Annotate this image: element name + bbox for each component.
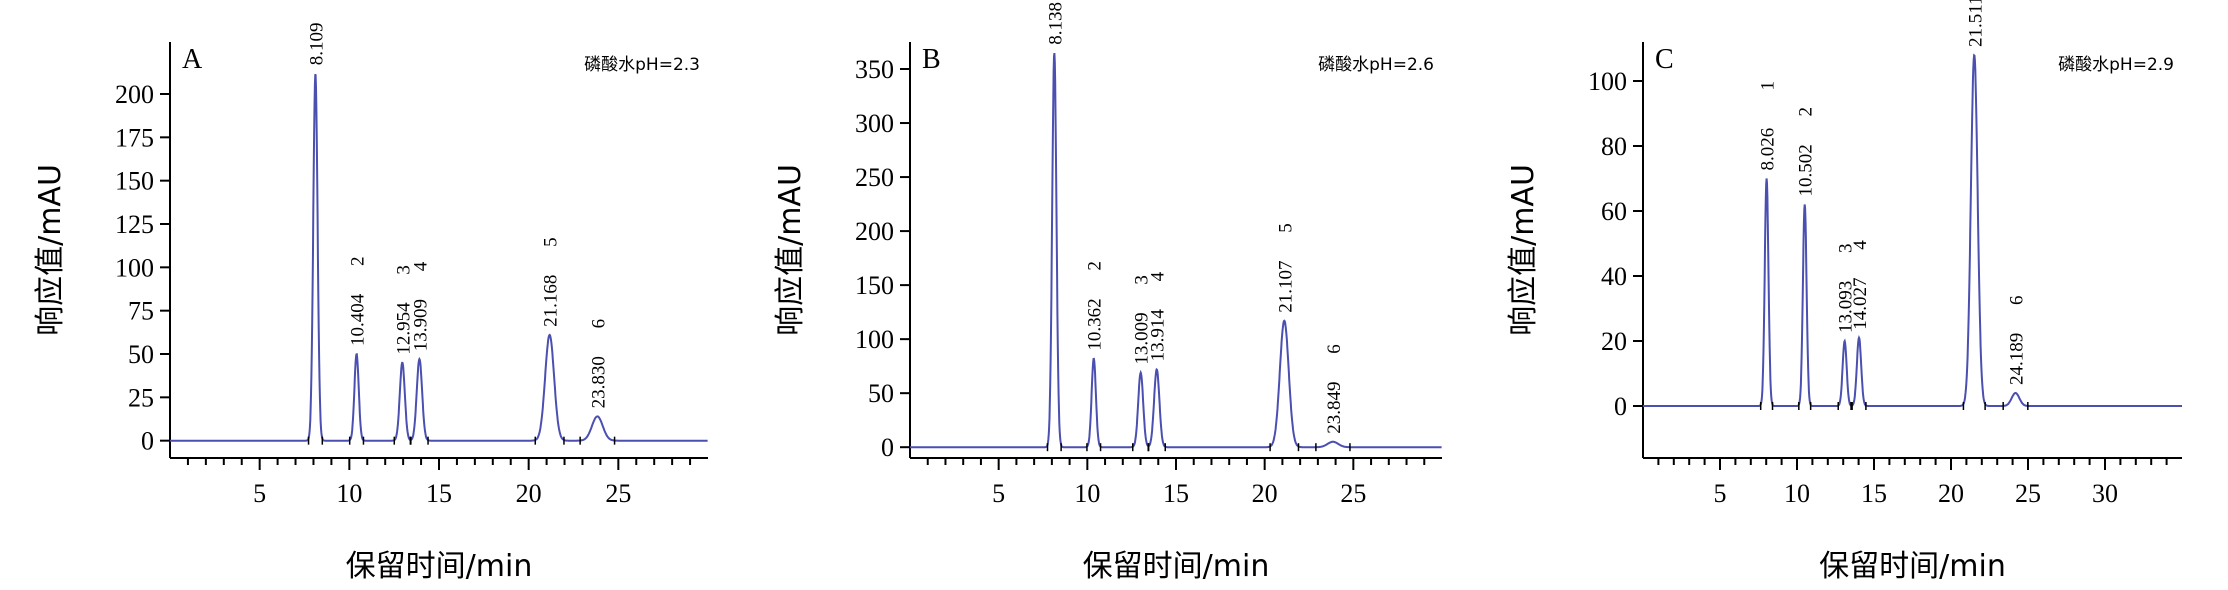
y-axis-title: 响应值/mAU — [773, 164, 808, 336]
peak-retention-label: 21.511 — [1965, 0, 1986, 47]
peak-number-label: 4 — [1148, 271, 1169, 281]
y-tick-label: 20 — [1601, 327, 1627, 356]
mobile-phase-condition: 磷酸水pH=2.6 — [1318, 55, 1434, 75]
x-tick-label: 25 — [605, 479, 631, 508]
y-tick-label: 100 — [855, 325, 894, 354]
y-tick-label: 200 — [855, 217, 894, 246]
peak-number-label: 5 — [541, 237, 562, 247]
peak-retention-label: 23.830 — [588, 356, 609, 408]
y-tick-label: 300 — [855, 109, 894, 138]
x-tick-label: 15 — [1861, 479, 1887, 508]
x-axis-title: 保留时间/min — [1819, 549, 2006, 584]
y-tick-label: 125 — [115, 210, 154, 239]
x-axis-title: 保留时间/min — [346, 549, 533, 584]
peak-retention-label: 13.914 — [1148, 309, 1169, 362]
x-tick-label: 25 — [2015, 479, 2041, 508]
peak-number-label: 2 — [1796, 107, 1817, 117]
y-tick-label: 350 — [855, 55, 894, 84]
y-tick-label: 40 — [1601, 262, 1627, 291]
mobile-phase-condition: 磷酸水pH=2.3 — [584, 55, 700, 75]
peak-number-label: 3 — [1132, 275, 1153, 285]
x-tick-label: 5 — [1714, 479, 1727, 508]
x-tick-label: 30 — [2092, 479, 2118, 508]
peak-retention-label: 8.138 — [1045, 2, 1066, 45]
peak-number-label: 6 — [1324, 344, 1345, 354]
panel-letter: B — [922, 44, 941, 75]
peak-number-label: 3 — [393, 265, 414, 275]
x-tick-label: 5 — [992, 479, 1005, 508]
x-tick-label: 15 — [1163, 479, 1189, 508]
peak-retention-label: 14.027 — [1850, 278, 1871, 330]
x-tick-label: 20 — [1938, 479, 1964, 508]
y-tick-label: 50 — [128, 340, 154, 369]
peak-retention-label: 13.009 — [1132, 312, 1153, 364]
peak-number-label: 3 — [1836, 244, 1857, 254]
peak-number-label: 6 — [2007, 296, 2028, 306]
x-tick-label: 5 — [253, 479, 266, 508]
peak-retention-label: 10.362 — [1085, 298, 1106, 350]
peak-retention-label: 10.404 — [348, 293, 369, 346]
y-tick-label: 250 — [855, 163, 894, 192]
y-tick-label: 100 — [1588, 67, 1627, 96]
x-tick-label: 20 — [1252, 479, 1278, 508]
y-tick-label: 60 — [1601, 197, 1627, 226]
y-tick-label: 80 — [1601, 132, 1627, 161]
peak-retention-label: 8.109 — [306, 22, 327, 65]
x-axis-title: 保留时间/min — [1083, 549, 1270, 584]
y-tick-label: 175 — [115, 123, 154, 152]
peak-retention-label: 13.909 — [410, 299, 431, 351]
y-tick-label: 200 — [115, 80, 154, 109]
y-tick-label: 150 — [855, 271, 894, 300]
peak-retention-label: 23.849 — [1324, 382, 1345, 434]
y-tick-label: 0 — [1614, 392, 1627, 421]
peak-number-label: 5 — [1275, 223, 1296, 233]
y-tick-label: 150 — [115, 167, 154, 196]
peak-retention-label: 21.107 — [1275, 261, 1296, 313]
chromatogram-trace — [910, 52, 1442, 449]
y-tick-label: 50 — [868, 379, 894, 408]
y-tick-label: 0 — [881, 433, 894, 462]
y-tick-label: 100 — [115, 253, 154, 282]
peak-retention-label: 13.093 — [1836, 281, 1857, 333]
peak-retention-label: 21.168 — [541, 275, 562, 327]
peak-retention-label: 12.954 — [393, 302, 414, 355]
x-tick-label: 20 — [516, 479, 542, 508]
x-tick-label: 15 — [426, 479, 452, 508]
x-tick-label: 10 — [1074, 479, 1100, 508]
peak-retention-label: 10.502 — [1796, 144, 1817, 196]
peak-number-label: 2 — [348, 257, 369, 267]
x-tick-label: 25 — [1340, 479, 1366, 508]
y-axis-title: 响应值/mAU — [33, 164, 68, 336]
mobile-phase-condition: 磷酸水pH=2.9 — [2058, 55, 2174, 75]
y-tick-label: 75 — [128, 297, 154, 326]
panel-letter: A — [182, 44, 203, 75]
chromatogram-panel-c: 0 20 40 60 80 100 5 10 15 20 25 30 保留时间/min 响应值/mAU C 磷… — [1506, 0, 2182, 584]
y-tick-label: 0 — [141, 427, 154, 456]
peak-number-label: 6 — [588, 319, 609, 329]
peak-retention-label: 8.026 — [1758, 128, 1779, 171]
peak-number-label: 4 — [410, 261, 431, 271]
x-tick-label: 10 — [336, 479, 362, 508]
chromatogram-trace — [170, 73, 708, 442]
peak-number-label: 4 — [1850, 240, 1871, 250]
peak-number-label: 1 — [1758, 81, 1779, 91]
y-tick-label: 25 — [128, 383, 154, 412]
y-axis-title: 响应值/mAU — [1506, 164, 1541, 336]
peak-number-label: 2 — [1085, 261, 1106, 271]
peak-retention-label: 24.189 — [2007, 333, 2028, 385]
x-tick-label: 10 — [1784, 479, 1810, 508]
chromatogram-trace — [1643, 53, 2182, 407]
panel-letter: C — [1655, 44, 1674, 75]
